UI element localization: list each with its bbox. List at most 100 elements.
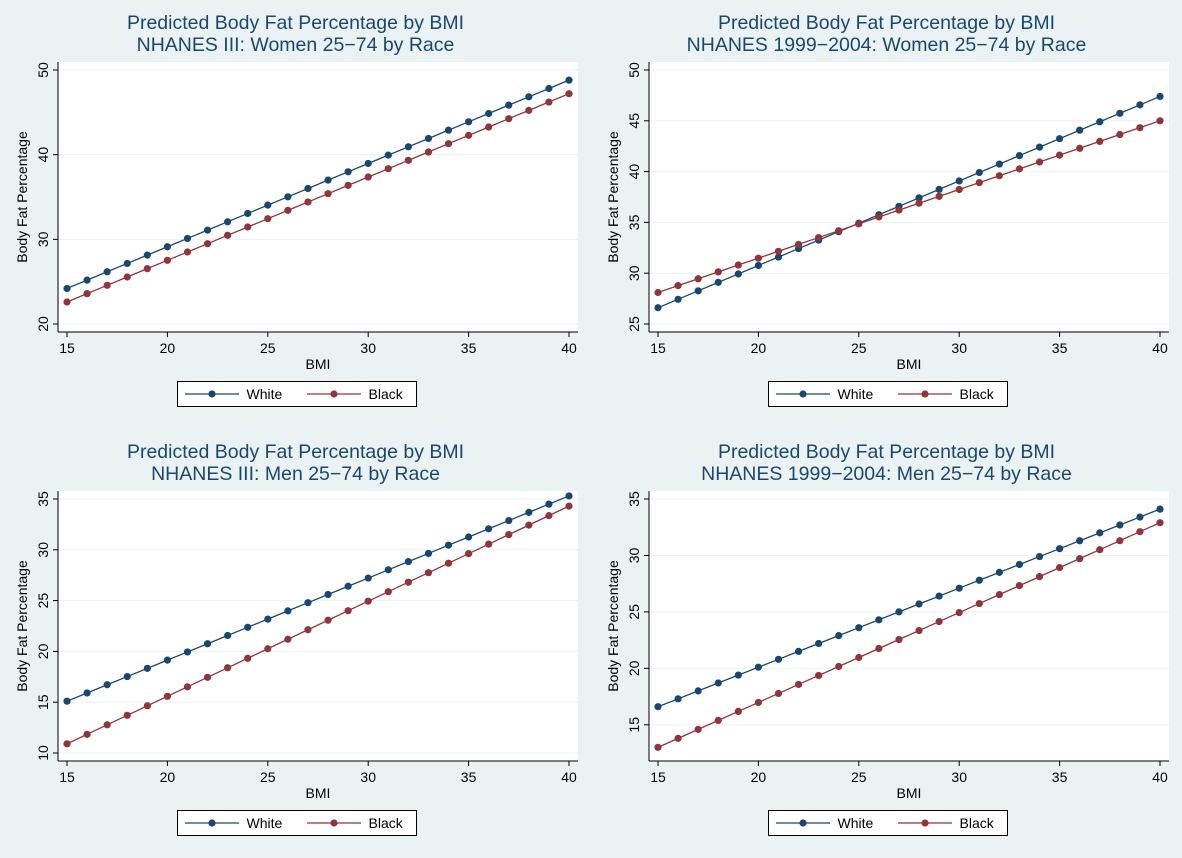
data-point-black (1096, 546, 1104, 554)
data-point-white (485, 109, 493, 118)
data-point-white (915, 600, 923, 608)
data-point-black (774, 247, 783, 255)
chart-subtitle: NHANES III: Women 25−74 by Race (136, 34, 455, 56)
data-point-white (915, 194, 923, 202)
series-line-black (66, 505, 570, 745)
data-point-black (83, 730, 91, 738)
data-point-black (955, 185, 963, 194)
data-point-black (915, 199, 923, 207)
x-tick-label: 20 (751, 769, 767, 785)
data-point-black (404, 578, 412, 586)
legend-key-white (184, 390, 239, 398)
data-point-black (1156, 117, 1164, 125)
chart-panel: Predicted Body Fat Percentage by BMI NHA… (591, 429, 1182, 858)
data-point-black (63, 740, 71, 748)
chart-title: Predicted Body Fat Percentage by BMI (717, 441, 1056, 463)
data-point-white (244, 623, 252, 631)
data-point-white (384, 566, 392, 574)
data-point-white (815, 639, 823, 648)
data-point-black (1015, 165, 1024, 173)
data-point-white (674, 295, 682, 303)
data-point-black (525, 106, 533, 114)
data-point-black (754, 254, 762, 262)
y-tick-label: 25 (626, 604, 642, 620)
data-point-white (565, 492, 573, 500)
x-tick-label: 15 (59, 769, 75, 785)
chart-panel: Predicted Body Fat Percentage by BMI NHA… (0, 0, 591, 429)
legend-marker (207, 819, 216, 827)
legend-key-black (306, 390, 361, 398)
data-point-white (545, 500, 553, 508)
data-point-black (244, 654, 252, 662)
data-point-black (1136, 124, 1144, 132)
data-point-white (143, 251, 151, 259)
x-tick-label: 25 (851, 340, 867, 356)
data-point-white (203, 226, 212, 234)
data-point-white (163, 243, 171, 251)
legend-label: White (837, 815, 874, 831)
y-tick-label: 25 (626, 316, 642, 332)
legend: White Black (767, 810, 1008, 836)
data-point-white (485, 525, 493, 533)
y-tick-label: 30 (626, 547, 642, 563)
x-tick-label: 35 (461, 769, 477, 785)
data-point-black (163, 692, 171, 700)
data-point-black (424, 569, 433, 577)
data-point-white (955, 584, 963, 592)
data-point-black (203, 673, 212, 681)
data-point-black (444, 140, 453, 148)
data-point-white (304, 599, 312, 607)
data-point-white (1096, 118, 1104, 126)
data-point-white (224, 218, 232, 226)
data-point-white (935, 185, 943, 194)
data-point-black (815, 671, 823, 680)
data-point-black (384, 588, 392, 596)
data-point-black (734, 261, 742, 269)
x-tick-label: 20 (160, 340, 176, 356)
series-line-white (66, 79, 570, 290)
legend-label: Black (368, 815, 403, 831)
y-tick-label: 45 (626, 113, 642, 129)
data-point-white (304, 184, 312, 193)
data-point-white (103, 681, 111, 689)
chart-subtitle: NHANES 1999−2004: Men 25−74 by Race (701, 463, 1072, 485)
data-point-black (1156, 519, 1164, 527)
x-tick-label: 15 (650, 769, 666, 785)
x-tick-label: 35 (1052, 769, 1068, 785)
data-point-black (444, 559, 453, 567)
x-tick-label: 30 (360, 769, 376, 785)
data-point-black (1015, 582, 1024, 590)
data-point-white (754, 261, 762, 270)
data-point-black (123, 273, 131, 281)
data-point-white (63, 284, 71, 293)
legend-label: White (246, 386, 283, 402)
data-point-white (1076, 537, 1084, 545)
x-axis-title: BMI (897, 356, 922, 372)
data-point-white (103, 268, 111, 276)
data-point-white (714, 278, 722, 286)
x-tick-label: 30 (360, 340, 376, 356)
legend-label: Black (959, 386, 994, 402)
data-point-black (565, 90, 573, 98)
data-point-black (83, 290, 91, 298)
y-axis-title: Body Fat Percentage (14, 560, 30, 692)
data-point-black (485, 540, 493, 548)
data-point-white (654, 703, 662, 711)
data-point-black (324, 616, 332, 624)
series-line-white (657, 95, 1161, 309)
data-point-black (344, 607, 352, 615)
chart-title: Predicted Body Fat Percentage by BMI (126, 12, 465, 34)
y-tick-label: 35 (626, 491, 642, 507)
data-point-white (163, 656, 171, 664)
legend-key-black (897, 819, 952, 827)
data-point-white (1156, 505, 1164, 513)
x-tick-label: 40 (561, 340, 577, 356)
legend-key-white (775, 819, 830, 827)
data-point-white (545, 84, 553, 93)
plot-background (649, 491, 1169, 761)
data-point-white (404, 558, 412, 566)
data-point-black (674, 282, 682, 290)
data-point-black (565, 502, 573, 510)
data-point-white (83, 276, 91, 284)
data-point-white (465, 118, 473, 126)
